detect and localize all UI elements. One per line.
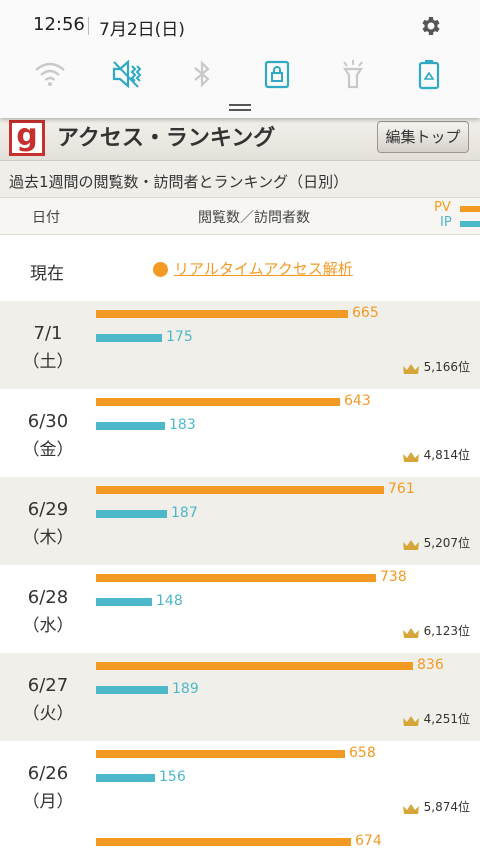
pv-bar xyxy=(96,838,351,846)
row-weekday: （火） xyxy=(22,704,74,724)
ip-bar xyxy=(96,598,152,606)
ranking-row: 6/26 （月） 658 156 5,874位 xyxy=(0,741,480,829)
subtitle-text: 過去1週間の閲覧数・訪問者とランキング（日別） xyxy=(9,173,349,191)
pv-bar xyxy=(96,398,340,406)
pv-value: 665 xyxy=(352,305,379,321)
goo-logo-icon: g xyxy=(9,120,45,156)
pv-value: 738 xyxy=(380,569,407,585)
ip-value: 148 xyxy=(156,593,183,609)
ip-value: 187 xyxy=(171,505,198,521)
crown-icon xyxy=(402,360,420,374)
battery-saver-icon[interactable] xyxy=(412,57,446,91)
rank-value: 4,814位 xyxy=(423,448,470,462)
subtitle-bar xyxy=(0,161,480,198)
row-date: 6/30 xyxy=(27,411,69,432)
crown-icon xyxy=(402,624,420,638)
row-date: 6/26 xyxy=(27,763,69,784)
screen-lock-icon[interactable] xyxy=(260,57,294,91)
pv-value: 643 xyxy=(344,393,371,409)
gear-icon[interactable] xyxy=(418,14,442,38)
rank-value: 5,874位 xyxy=(423,800,470,814)
rank-value: 4,251位 xyxy=(423,712,470,726)
row-weekday: （金） xyxy=(22,440,74,460)
ranking-row: 6/30 （金） 643 183 4,814位 xyxy=(0,389,480,477)
clock-icon xyxy=(153,262,168,277)
current-label: 現在 xyxy=(30,264,64,284)
ip-value: 175 xyxy=(166,329,193,345)
crown-icon xyxy=(402,712,420,726)
row-weekday: （水） xyxy=(22,616,74,636)
notification-shade: 12:56 7月2日(日) xyxy=(0,0,480,118)
status-time: 12:56 xyxy=(33,14,85,35)
row-date: 6/29 xyxy=(27,499,69,520)
column-header xyxy=(0,198,480,235)
crown-icon xyxy=(402,536,420,550)
legend-ip-label: IP xyxy=(440,215,452,230)
ranking-row: 7/1 （土） 665 175 5,166位 xyxy=(0,301,480,389)
flashlight-icon[interactable] xyxy=(336,57,370,91)
wifi-icon[interactable] xyxy=(33,57,67,91)
pv-value: 658 xyxy=(349,745,376,761)
rank-value: 5,166位 xyxy=(423,360,470,374)
pv-bar xyxy=(96,310,348,318)
legend-pv-label: PV xyxy=(434,200,451,215)
pv-bar xyxy=(96,574,376,582)
ip-value: 189 xyxy=(172,681,199,697)
row-weekday: （月） xyxy=(22,792,74,812)
ip-bar xyxy=(96,774,155,782)
row-date: 6/27 xyxy=(27,675,69,696)
bluetooth-icon[interactable] xyxy=(185,57,219,91)
ip-bar xyxy=(96,334,162,342)
column-date-label: 日付 xyxy=(32,210,60,226)
pv-value: 761 xyxy=(388,481,415,497)
page-title: アクセス・ランキング xyxy=(57,126,276,151)
ranking-row: 6/29 （木） 761 187 5,207位 xyxy=(0,477,480,565)
row-weekday: （木） xyxy=(22,528,74,548)
pv-bar xyxy=(96,662,413,670)
crown-icon xyxy=(402,800,420,814)
rank-value: 6,123位 xyxy=(423,624,470,638)
legend-ip-swatch xyxy=(460,221,480,227)
vibrate-icon[interactable] xyxy=(109,57,143,91)
ip-bar xyxy=(96,422,165,430)
row-weekday: （土） xyxy=(22,352,74,372)
realtime-analysis-link[interactable]: リアルタイムアクセス解析 xyxy=(174,260,353,278)
pv-value: 836 xyxy=(417,657,444,673)
rank-value: 5,207位 xyxy=(423,536,470,550)
status-divider xyxy=(88,17,89,35)
ip-value: 156 xyxy=(159,769,186,785)
ip-bar xyxy=(96,686,168,694)
pv-value: 674 xyxy=(355,833,382,849)
pv-bar xyxy=(96,486,384,494)
row-date: 6/28 xyxy=(27,587,69,608)
drag-handle[interactable] xyxy=(229,104,251,113)
ranking-row: 6/28 （水） 738 148 6,123位 xyxy=(0,565,480,653)
ip-bar xyxy=(96,510,167,518)
legend-pv-swatch xyxy=(460,206,480,212)
row-date: 7/1 xyxy=(33,323,63,344)
ip-value: 183 xyxy=(169,417,196,433)
edit-top-button[interactable]: 編集トップ xyxy=(377,121,469,153)
column-views-label: 閲覧数／訪問者数 xyxy=(198,210,310,226)
ranking-row: 6/27 （火） 836 189 4,251位 xyxy=(0,653,480,741)
pv-bar xyxy=(96,750,345,758)
status-date: 7月2日(日) xyxy=(99,20,185,40)
crown-icon xyxy=(402,448,420,462)
